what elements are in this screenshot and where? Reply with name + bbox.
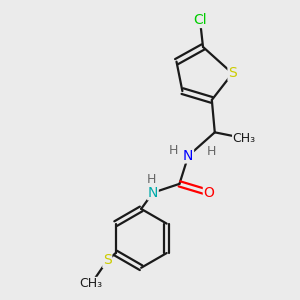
Text: H: H (147, 173, 156, 186)
Text: CH₃: CH₃ (233, 132, 256, 145)
Text: S: S (103, 254, 112, 267)
Text: H: H (169, 144, 178, 157)
Text: N: N (183, 149, 194, 163)
Text: O: O (203, 186, 214, 200)
Text: S: S (228, 66, 237, 80)
Text: H: H (207, 145, 217, 158)
Text: CH₃: CH₃ (80, 278, 103, 290)
Text: Cl: Cl (193, 14, 207, 27)
Text: N: N (148, 186, 158, 200)
